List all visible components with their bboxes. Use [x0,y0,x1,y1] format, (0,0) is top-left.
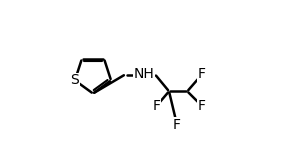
Text: NH: NH [134,67,155,82]
Text: F: F [198,99,206,113]
Text: F: F [198,67,206,82]
Text: F: F [153,99,160,113]
Text: S: S [71,73,79,87]
Text: F: F [173,118,181,132]
